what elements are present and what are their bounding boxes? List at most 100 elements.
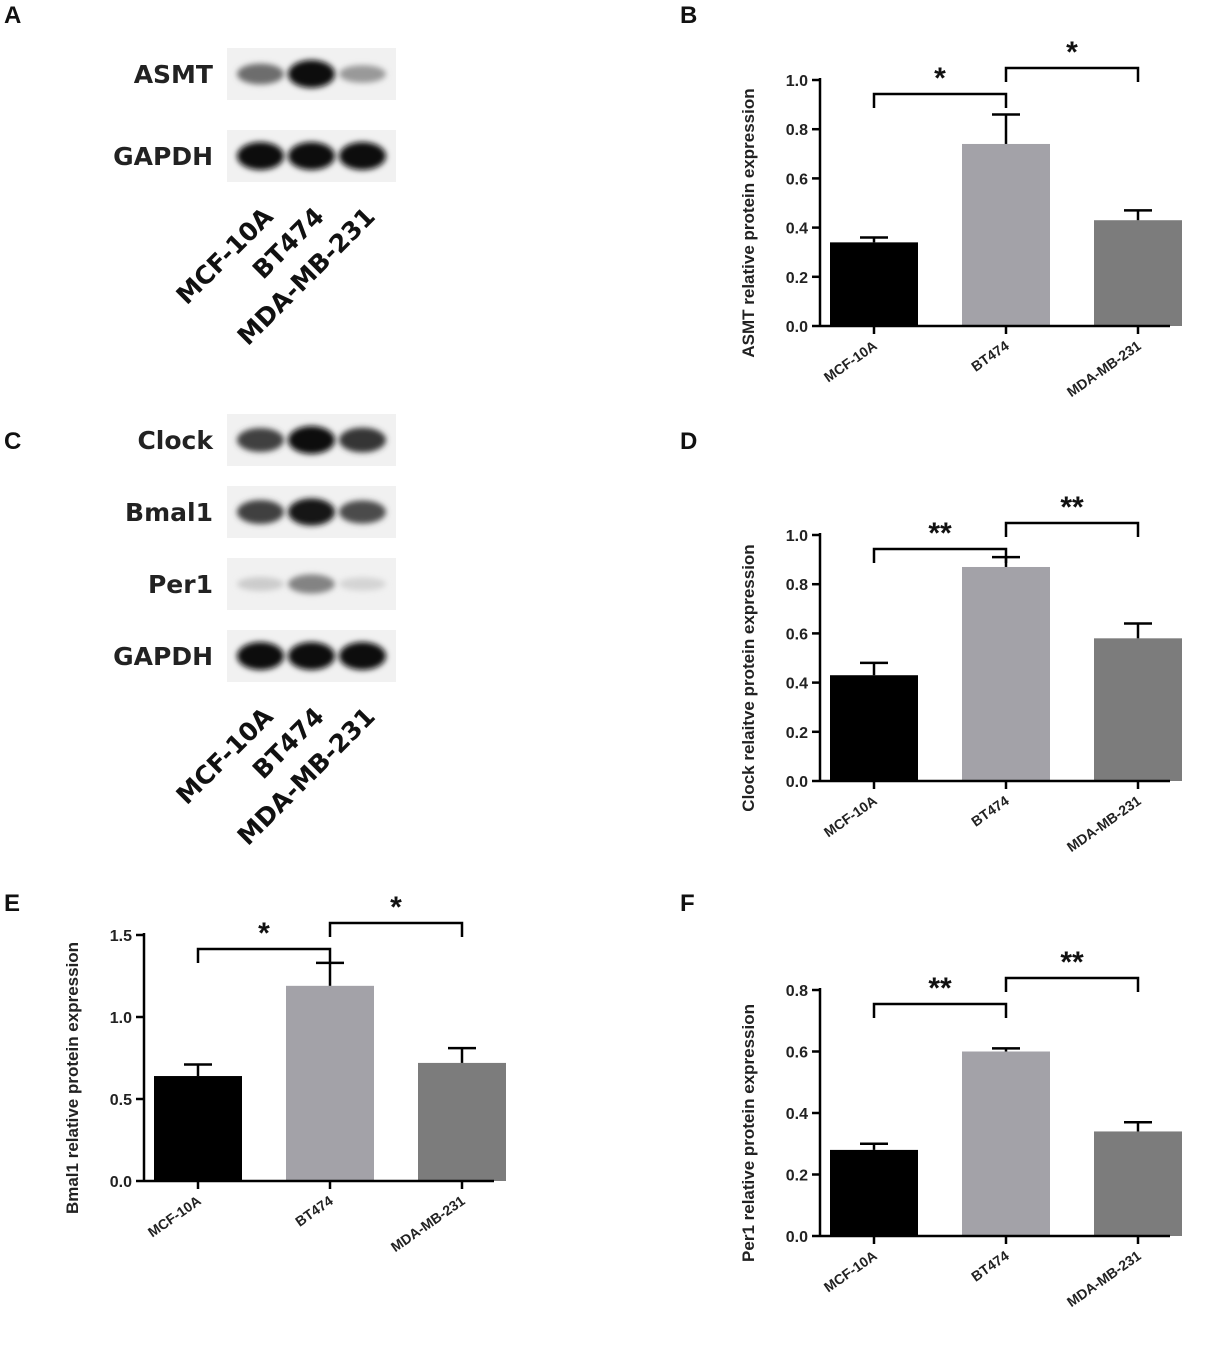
chart-d-bar-2	[1094, 638, 1182, 781]
blot-c-band-2-0	[237, 577, 284, 591]
chart-d-x-tick-label-2: MDA-MB-231	[1064, 792, 1144, 855]
blot-c-row-label-0: Clock	[137, 426, 214, 455]
chart-d-y-tick-label-4: 0.8	[786, 577, 808, 594]
blot-a-band-0-2	[339, 65, 386, 83]
chart-e-significance-bracket-0	[196, 947, 332, 963]
chart-d-y-tick-label-1: 0.2	[786, 725, 808, 742]
chart-b-y-tick-label-3: 0.6	[786, 171, 808, 188]
blot-a-row-label-0: ASMT	[134, 60, 213, 89]
chart-d-bar-1	[962, 566, 1050, 781]
chart-f-bar-1	[962, 1051, 1050, 1236]
blot-c-row-label-1: Bmal1	[125, 498, 213, 527]
blot-c-row-3	[227, 630, 396, 682]
chart-b-bar-0	[830, 242, 918, 326]
panel-label-e: E	[4, 890, 21, 917]
blot-c-band-3-1	[288, 642, 335, 670]
chart-f-y-tick-label-2: 0.4	[786, 1106, 808, 1123]
chart-b-x-tick-label-2: MDA-MB-231	[1064, 337, 1144, 400]
blot-c-band-0-1	[288, 426, 335, 454]
blot-c-row-1	[227, 486, 396, 538]
chart-e-significance-label-0: *	[258, 917, 270, 950]
blot-c-band-0-2	[339, 427, 386, 453]
chart-b-x-tick-label-0: MCF-10A	[821, 337, 880, 385]
blot-c-band-1-1	[288, 498, 335, 526]
chart-b-bar-2	[1094, 220, 1182, 326]
blot-a-row-label-1: GAPDH	[113, 142, 213, 171]
bar-chart-e: 0.0 0.5 1.0 1.5 MCF-10A BT474 MDA-MB-231 Bmal1 …	[63, 891, 506, 1255]
chart-f-bar-0	[830, 1149, 918, 1236]
blot-c-band-0-0	[237, 428, 284, 452]
blot-c-band-3-0	[237, 642, 284, 670]
blot-a-band-1-2	[339, 142, 386, 170]
blot-c-band-1-0	[237, 500, 284, 524]
blot-a-row-1	[227, 130, 396, 182]
chart-e-bar-2	[418, 1062, 506, 1181]
chart-b-y-tick-label-2: 0.4	[786, 221, 808, 238]
chart-f-error-bar-1	[992, 1047, 1020, 1052]
panel-label-a: A	[4, 2, 22, 29]
chart-f-significance-bracket-0	[872, 1002, 1008, 1018]
blot-a-band-0-0	[237, 63, 284, 85]
chart-e-x-tick-label-0: MCF-10A	[145, 1192, 204, 1240]
chart-d-bar-0	[830, 675, 918, 781]
chart-f-y-tick-label-3: 0.6	[786, 1045, 808, 1062]
chart-e-bar-0	[154, 1076, 242, 1181]
chart-b-error-bar-2	[1124, 209, 1152, 221]
chart-f-error-bar-0	[860, 1142, 888, 1150]
chart-d-y-axis-label: Clock relaitve protein expression	[739, 544, 758, 811]
blot-c-row-label-3: GAPDH	[113, 642, 213, 671]
chart-e-significance-label-1: *	[390, 891, 402, 924]
chart-b-y-tick-label-5: 1.0	[786, 73, 808, 90]
chart-f-error-bar-2	[1124, 1120, 1152, 1132]
chart-b-y-tick-label-0: 0.0	[786, 319, 808, 336]
chart-d-y-tick-label-3: 0.6	[786, 626, 808, 643]
chart-d-error-bar-0	[860, 661, 888, 676]
chart-e-y-tick-label-2: 1.0	[110, 1010, 132, 1027]
chart-f-y-axis-label: Per1 relative protein expression	[739, 1004, 758, 1262]
chart-d-error-bar-2	[1124, 622, 1152, 639]
chart-f-significance-label-1: **	[1060, 946, 1084, 979]
chart-e-y-axis-label: Bmal1 relative protein expression	[63, 942, 82, 1214]
western-blot-c: ClockBmal1Per1GAPDHMCF-10ABT474MDA-MB-23…	[113, 414, 396, 851]
chart-b-significance-bracket-0	[872, 92, 1008, 108]
bar-chart-b: 0.0 0.2 0.4 0.6 0.8 1.0 MCF-10A BT474 MDA-MB-231…	[739, 36, 1182, 400]
chart-d-y-tick-label-0: 0.0	[786, 774, 808, 791]
blot-c-row-label-2: Per1	[148, 570, 213, 599]
chart-b-significance-label-1: *	[1066, 36, 1078, 69]
blot-a-band-1-1	[288, 142, 335, 170]
chart-e-bar-1	[286, 985, 374, 1181]
chart-e-y-tick-label-1: 0.5	[110, 1092, 132, 1109]
chart-e-error-bar-1	[316, 961, 344, 986]
chart-b-error-bar-1	[992, 113, 1020, 144]
chart-e-x-tick-label-1: BT474	[292, 1192, 336, 1229]
chart-b-y-axis-label: ASMT relative protein expression	[739, 88, 758, 357]
panel-label-b: B	[680, 2, 698, 29]
blot-a-band-0-1	[288, 60, 335, 88]
chart-f-x-tick-label-0: MCF-10A	[821, 1247, 880, 1295]
chart-f-y-tick-label-1: 0.2	[786, 1168, 808, 1185]
chart-f-significance-label-0: **	[928, 972, 952, 1005]
chart-b-error-bar-0	[860, 236, 888, 243]
bar-chart-f: 0.0 0.2 0.4 0.6 0.8 MCF-10A BT474 MDA-MB-231 Per…	[739, 946, 1182, 1310]
chart-b-x-tick-label-1: BT474	[968, 337, 1012, 374]
chart-f-x-tick-label-1: BT474	[968, 1247, 1012, 1284]
chart-d-y-tick-label-5: 1.0	[786, 528, 808, 545]
chart-d-significance-bracket-0	[872, 547, 1008, 563]
blot-c-band-2-2	[339, 577, 386, 591]
chart-d-significance-label-1: **	[1060, 491, 1084, 524]
chart-f-y-tick-label-0: 0.0	[786, 1229, 808, 1246]
chart-f-significance-bracket-1	[1004, 976, 1140, 992]
chart-e-error-bar-0	[184, 1063, 212, 1077]
chart-b-significance-label-0: *	[934, 62, 946, 95]
blot-a-band-1-0	[237, 142, 284, 170]
chart-e-significance-bracket-1	[328, 921, 464, 937]
chart-e-x-tick-label-2: MDA-MB-231	[388, 1192, 468, 1255]
chart-d-y-tick-label-2: 0.4	[786, 676, 808, 693]
chart-e-error-bar-2	[448, 1046, 476, 1063]
chart-d-x-tick-label-0: MCF-10A	[821, 792, 880, 840]
panel-label-d: D	[680, 428, 698, 455]
chart-b-y-tick-label-1: 0.2	[786, 270, 808, 287]
chart-d-significance-label-0: **	[928, 517, 952, 550]
chart-f-bar-2	[1094, 1131, 1182, 1236]
